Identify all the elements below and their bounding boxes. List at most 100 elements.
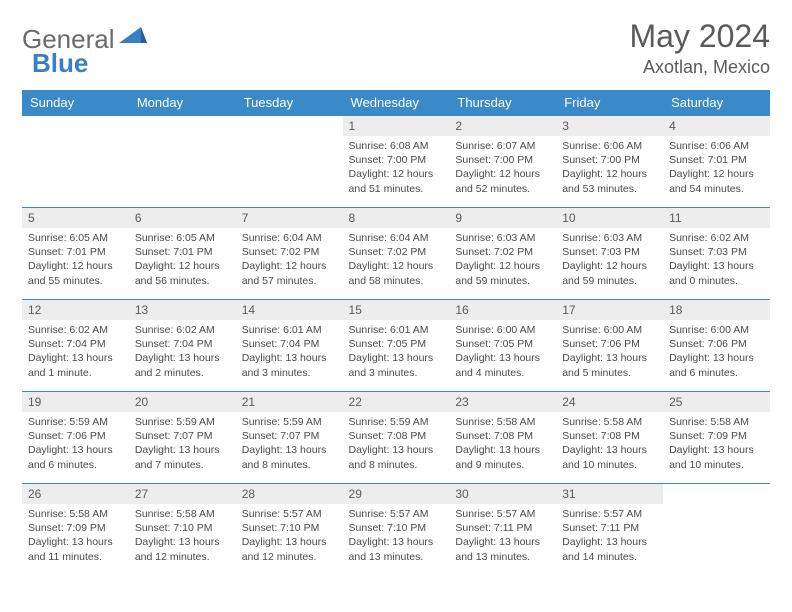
day-cell: 8Sunrise: 6:04 AMSunset: 7:02 PMDaylight…	[343, 208, 450, 300]
day-line: Sunset: 7:05 PM	[349, 337, 444, 351]
day-line: and 2 minutes.	[135, 366, 230, 380]
day-line: Sunset: 7:08 PM	[349, 429, 444, 443]
day-line: and 11 minutes.	[28, 550, 123, 564]
day-cell: 10Sunrise: 6:03 AMSunset: 7:03 PMDayligh…	[556, 208, 663, 300]
logo-triangle-icon	[119, 25, 147, 50]
day-line: Daylight: 12 hours	[455, 259, 550, 273]
page-header: General May 2024 Axotlan, Mexico	[22, 18, 770, 78]
day-cell: 20Sunrise: 5:59 AMSunset: 7:07 PMDayligh…	[129, 392, 236, 484]
day-header: Friday	[556, 90, 663, 116]
calendar-body: 1Sunrise: 6:08 AMSunset: 7:00 PMDaylight…	[22, 116, 770, 576]
day-line: Sunrise: 6:05 AM	[28, 231, 123, 245]
day-line: Daylight: 13 hours	[349, 351, 444, 365]
day-content: Sunrise: 6:01 AMSunset: 7:04 PMDaylight:…	[236, 320, 343, 390]
day-number: 22	[343, 392, 450, 412]
day-cell: 24Sunrise: 5:58 AMSunset: 7:08 PMDayligh…	[556, 392, 663, 484]
day-line: Daylight: 13 hours	[135, 443, 230, 457]
day-number: 18	[663, 300, 770, 320]
day-content: Sunrise: 5:59 AMSunset: 7:07 PMDaylight:…	[129, 412, 236, 482]
day-line: Sunrise: 6:06 AM	[669, 139, 764, 153]
day-content: Sunrise: 6:06 AMSunset: 7:00 PMDaylight:…	[556, 136, 663, 206]
day-line: Sunset: 7:02 PM	[349, 245, 444, 259]
day-number: 9	[449, 208, 556, 228]
day-line: and 55 minutes.	[28, 274, 123, 288]
day-line: Daylight: 13 hours	[28, 535, 123, 549]
day-line: and 12 minutes.	[135, 550, 230, 564]
day-line: Sunrise: 5:57 AM	[455, 507, 550, 521]
day-header: Sunday	[22, 90, 129, 116]
day-line: and 3 minutes.	[349, 366, 444, 380]
day-content: Sunrise: 6:05 AMSunset: 7:01 PMDaylight:…	[129, 228, 236, 298]
day-cell: 4Sunrise: 6:06 AMSunset: 7:01 PMDaylight…	[663, 116, 770, 208]
day-cell: 12Sunrise: 6:02 AMSunset: 7:04 PMDayligh…	[22, 300, 129, 392]
day-line: Sunset: 7:01 PM	[28, 245, 123, 259]
brand-part2-wrap: Blue	[32, 48, 88, 79]
day-cell: 5Sunrise: 6:05 AMSunset: 7:01 PMDaylight…	[22, 208, 129, 300]
day-cell	[22, 116, 129, 208]
day-number: 7	[236, 208, 343, 228]
day-line: Daylight: 13 hours	[349, 535, 444, 549]
calendar-table: SundayMondayTuesdayWednesdayThursdayFrid…	[22, 90, 770, 576]
day-cell: 30Sunrise: 5:57 AMSunset: 7:11 PMDayligh…	[449, 484, 556, 576]
day-line: Sunset: 7:11 PM	[562, 521, 657, 535]
day-number: 3	[556, 116, 663, 136]
day-line: and 4 minutes.	[455, 366, 550, 380]
day-line: Daylight: 13 hours	[349, 443, 444, 457]
day-line: Sunrise: 5:57 AM	[562, 507, 657, 521]
day-line: Sunrise: 5:58 AM	[28, 507, 123, 521]
day-content: Sunrise: 6:04 AMSunset: 7:02 PMDaylight:…	[343, 228, 450, 298]
day-line: Daylight: 12 hours	[242, 259, 337, 273]
day-line: Daylight: 12 hours	[669, 167, 764, 181]
day-cell: 21Sunrise: 5:59 AMSunset: 7:07 PMDayligh…	[236, 392, 343, 484]
day-number: 10	[556, 208, 663, 228]
day-line: Daylight: 12 hours	[455, 167, 550, 181]
day-content: Sunrise: 5:57 AMSunset: 7:10 PMDaylight:…	[236, 504, 343, 574]
day-line: Sunrise: 6:02 AM	[135, 323, 230, 337]
day-line: and 0 minutes.	[669, 274, 764, 288]
day-number: 27	[129, 484, 236, 504]
day-number: 2	[449, 116, 556, 136]
week-row: 12Sunrise: 6:02 AMSunset: 7:04 PMDayligh…	[22, 300, 770, 392]
day-line: Daylight: 13 hours	[455, 351, 550, 365]
day-line: Sunrise: 6:06 AM	[562, 139, 657, 153]
day-line: Daylight: 13 hours	[135, 535, 230, 549]
day-number: 5	[22, 208, 129, 228]
day-line: Sunrise: 6:02 AM	[669, 231, 764, 245]
day-line: and 5 minutes.	[562, 366, 657, 380]
day-line: Daylight: 13 hours	[562, 535, 657, 549]
day-line: Sunrise: 6:02 AM	[28, 323, 123, 337]
day-content: Sunrise: 5:58 AMSunset: 7:09 PMDaylight:…	[22, 504, 129, 574]
day-line: Sunset: 7:01 PM	[135, 245, 230, 259]
day-line: Sunrise: 5:58 AM	[562, 415, 657, 429]
week-row: 1Sunrise: 6:08 AMSunset: 7:00 PMDaylight…	[22, 116, 770, 208]
month-title: May 2024	[629, 18, 770, 55]
day-line: Sunrise: 5:59 AM	[28, 415, 123, 429]
day-line: Sunrise: 6:04 AM	[349, 231, 444, 245]
day-content: Sunrise: 6:00 AMSunset: 7:06 PMDaylight:…	[663, 320, 770, 390]
day-line: Daylight: 13 hours	[28, 351, 123, 365]
day-line: Sunset: 7:09 PM	[669, 429, 764, 443]
day-header: Tuesday	[236, 90, 343, 116]
day-content: Sunrise: 5:57 AMSunset: 7:11 PMDaylight:…	[449, 504, 556, 574]
day-line: Sunrise: 5:57 AM	[242, 507, 337, 521]
week-row: 19Sunrise: 5:59 AMSunset: 7:06 PMDayligh…	[22, 392, 770, 484]
day-cell: 27Sunrise: 5:58 AMSunset: 7:10 PMDayligh…	[129, 484, 236, 576]
day-cell: 31Sunrise: 5:57 AMSunset: 7:11 PMDayligh…	[556, 484, 663, 576]
day-line: Daylight: 13 hours	[562, 443, 657, 457]
day-line: Sunset: 7:04 PM	[242, 337, 337, 351]
day-line: and 10 minutes.	[562, 458, 657, 472]
calendar-head: SundayMondayTuesdayWednesdayThursdayFrid…	[22, 90, 770, 116]
day-cell: 25Sunrise: 5:58 AMSunset: 7:09 PMDayligh…	[663, 392, 770, 484]
day-cell: 26Sunrise: 5:58 AMSunset: 7:09 PMDayligh…	[22, 484, 129, 576]
day-content: Sunrise: 6:02 AMSunset: 7:04 PMDaylight:…	[129, 320, 236, 390]
day-line: and 52 minutes.	[455, 182, 550, 196]
day-line: Daylight: 13 hours	[669, 351, 764, 365]
day-cell: 3Sunrise: 6:06 AMSunset: 7:00 PMDaylight…	[556, 116, 663, 208]
day-line: Sunset: 7:07 PM	[135, 429, 230, 443]
day-cell: 19Sunrise: 5:59 AMSunset: 7:06 PMDayligh…	[22, 392, 129, 484]
title-block: May 2024 Axotlan, Mexico	[629, 18, 770, 78]
day-content: Sunrise: 6:02 AMSunset: 7:04 PMDaylight:…	[22, 320, 129, 390]
day-content: Sunrise: 6:06 AMSunset: 7:01 PMDaylight:…	[663, 136, 770, 206]
day-number: 6	[129, 208, 236, 228]
day-cell	[663, 484, 770, 576]
